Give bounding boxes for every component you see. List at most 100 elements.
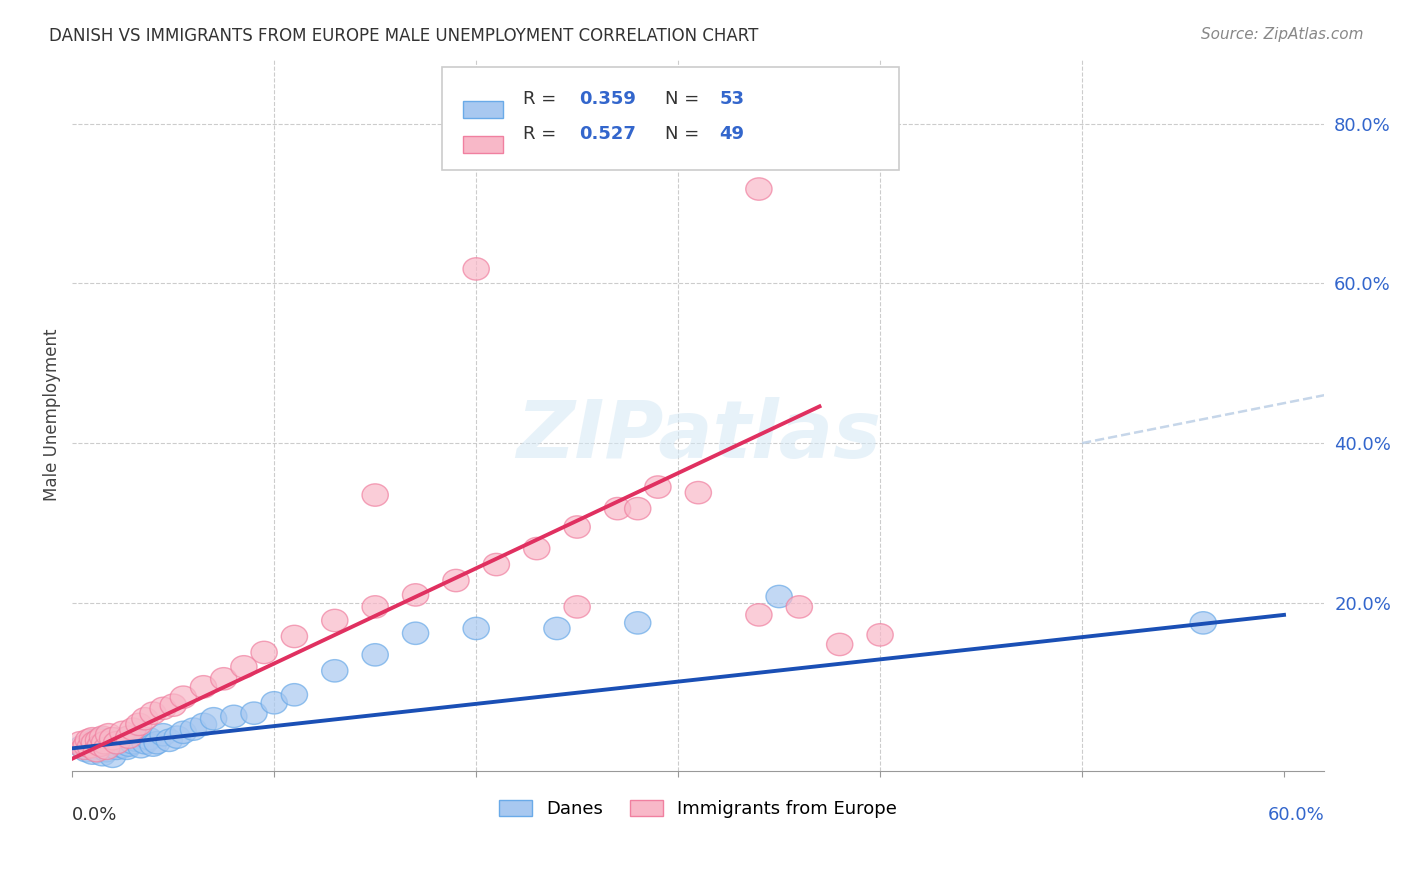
Ellipse shape xyxy=(90,726,115,748)
Ellipse shape xyxy=(79,742,105,764)
Ellipse shape xyxy=(87,734,114,756)
Ellipse shape xyxy=(82,729,108,752)
Ellipse shape xyxy=(190,675,217,698)
Text: Source: ZipAtlas.com: Source: ZipAtlas.com xyxy=(1201,27,1364,42)
Ellipse shape xyxy=(745,604,772,626)
Ellipse shape xyxy=(443,569,470,591)
Ellipse shape xyxy=(72,737,97,759)
Ellipse shape xyxy=(97,728,124,750)
Ellipse shape xyxy=(402,622,429,644)
Ellipse shape xyxy=(83,739,110,762)
Ellipse shape xyxy=(463,258,489,280)
Ellipse shape xyxy=(115,726,142,748)
Ellipse shape xyxy=(96,723,122,746)
Legend: Danes, Immigrants from Europe: Danes, Immigrants from Europe xyxy=(492,793,904,826)
Ellipse shape xyxy=(128,736,155,758)
Ellipse shape xyxy=(125,714,152,736)
Ellipse shape xyxy=(170,686,197,708)
Ellipse shape xyxy=(402,583,429,606)
Ellipse shape xyxy=(110,736,136,758)
Ellipse shape xyxy=(160,694,187,716)
Ellipse shape xyxy=(73,734,100,756)
Ellipse shape xyxy=(101,734,128,756)
Ellipse shape xyxy=(363,596,388,618)
Ellipse shape xyxy=(77,734,104,756)
Ellipse shape xyxy=(523,537,550,560)
Ellipse shape xyxy=(76,737,101,759)
Ellipse shape xyxy=(100,728,125,750)
Text: ZIPatlas: ZIPatlas xyxy=(516,398,880,475)
Ellipse shape xyxy=(79,731,105,754)
Ellipse shape xyxy=(76,729,101,752)
Ellipse shape xyxy=(190,714,217,736)
Ellipse shape xyxy=(463,617,489,640)
FancyBboxPatch shape xyxy=(441,67,898,169)
Ellipse shape xyxy=(685,482,711,504)
Ellipse shape xyxy=(96,736,122,758)
Ellipse shape xyxy=(86,737,111,759)
Ellipse shape xyxy=(93,739,120,762)
Ellipse shape xyxy=(132,707,157,730)
Ellipse shape xyxy=(281,683,308,706)
Ellipse shape xyxy=(180,718,207,740)
Y-axis label: Male Unemployment: Male Unemployment xyxy=(44,329,60,501)
Ellipse shape xyxy=(211,667,236,690)
Ellipse shape xyxy=(86,729,111,752)
Text: R =: R = xyxy=(523,90,562,108)
Text: 49: 49 xyxy=(720,125,745,144)
Ellipse shape xyxy=(766,585,792,607)
Ellipse shape xyxy=(544,617,569,640)
Ellipse shape xyxy=(605,498,631,520)
Ellipse shape xyxy=(105,731,132,754)
Ellipse shape xyxy=(77,736,104,758)
Ellipse shape xyxy=(221,706,247,728)
Ellipse shape xyxy=(93,737,120,759)
Ellipse shape xyxy=(868,624,893,646)
Ellipse shape xyxy=(73,739,100,762)
Ellipse shape xyxy=(281,625,308,648)
Ellipse shape xyxy=(827,633,853,656)
Text: DANISH VS IMMIGRANTS FROM EUROPE MALE UNEMPLOYMENT CORRELATION CHART: DANISH VS IMMIGRANTS FROM EUROPE MALE UN… xyxy=(49,27,759,45)
Ellipse shape xyxy=(110,721,136,744)
Ellipse shape xyxy=(91,731,118,754)
Ellipse shape xyxy=(124,729,150,752)
Ellipse shape xyxy=(67,731,93,754)
Ellipse shape xyxy=(114,737,139,759)
Ellipse shape xyxy=(564,516,591,538)
Ellipse shape xyxy=(624,498,651,520)
Ellipse shape xyxy=(120,731,146,754)
Ellipse shape xyxy=(786,596,813,618)
Ellipse shape xyxy=(645,475,671,499)
Ellipse shape xyxy=(104,731,129,754)
FancyBboxPatch shape xyxy=(463,136,503,153)
Ellipse shape xyxy=(201,707,226,730)
Ellipse shape xyxy=(165,726,190,748)
Text: N =: N = xyxy=(665,125,704,144)
Ellipse shape xyxy=(83,736,110,758)
Ellipse shape xyxy=(322,609,347,632)
FancyBboxPatch shape xyxy=(463,101,503,118)
Text: 53: 53 xyxy=(720,90,745,108)
Ellipse shape xyxy=(363,483,388,507)
Ellipse shape xyxy=(120,718,146,740)
Text: R =: R = xyxy=(523,125,562,144)
Text: 60.0%: 60.0% xyxy=(1268,806,1324,824)
Ellipse shape xyxy=(100,745,125,767)
Ellipse shape xyxy=(115,734,142,756)
Ellipse shape xyxy=(363,644,388,666)
Ellipse shape xyxy=(111,731,138,754)
Ellipse shape xyxy=(150,723,176,746)
Ellipse shape xyxy=(82,731,108,754)
Ellipse shape xyxy=(156,729,183,752)
Text: 0.359: 0.359 xyxy=(579,90,637,108)
Ellipse shape xyxy=(69,736,96,758)
Ellipse shape xyxy=(79,728,105,750)
Ellipse shape xyxy=(143,731,170,754)
Ellipse shape xyxy=(90,734,115,756)
Ellipse shape xyxy=(745,178,772,200)
Ellipse shape xyxy=(136,728,162,750)
Ellipse shape xyxy=(231,656,257,678)
Ellipse shape xyxy=(87,728,114,750)
Text: 0.0%: 0.0% xyxy=(72,806,118,824)
Ellipse shape xyxy=(150,698,176,720)
